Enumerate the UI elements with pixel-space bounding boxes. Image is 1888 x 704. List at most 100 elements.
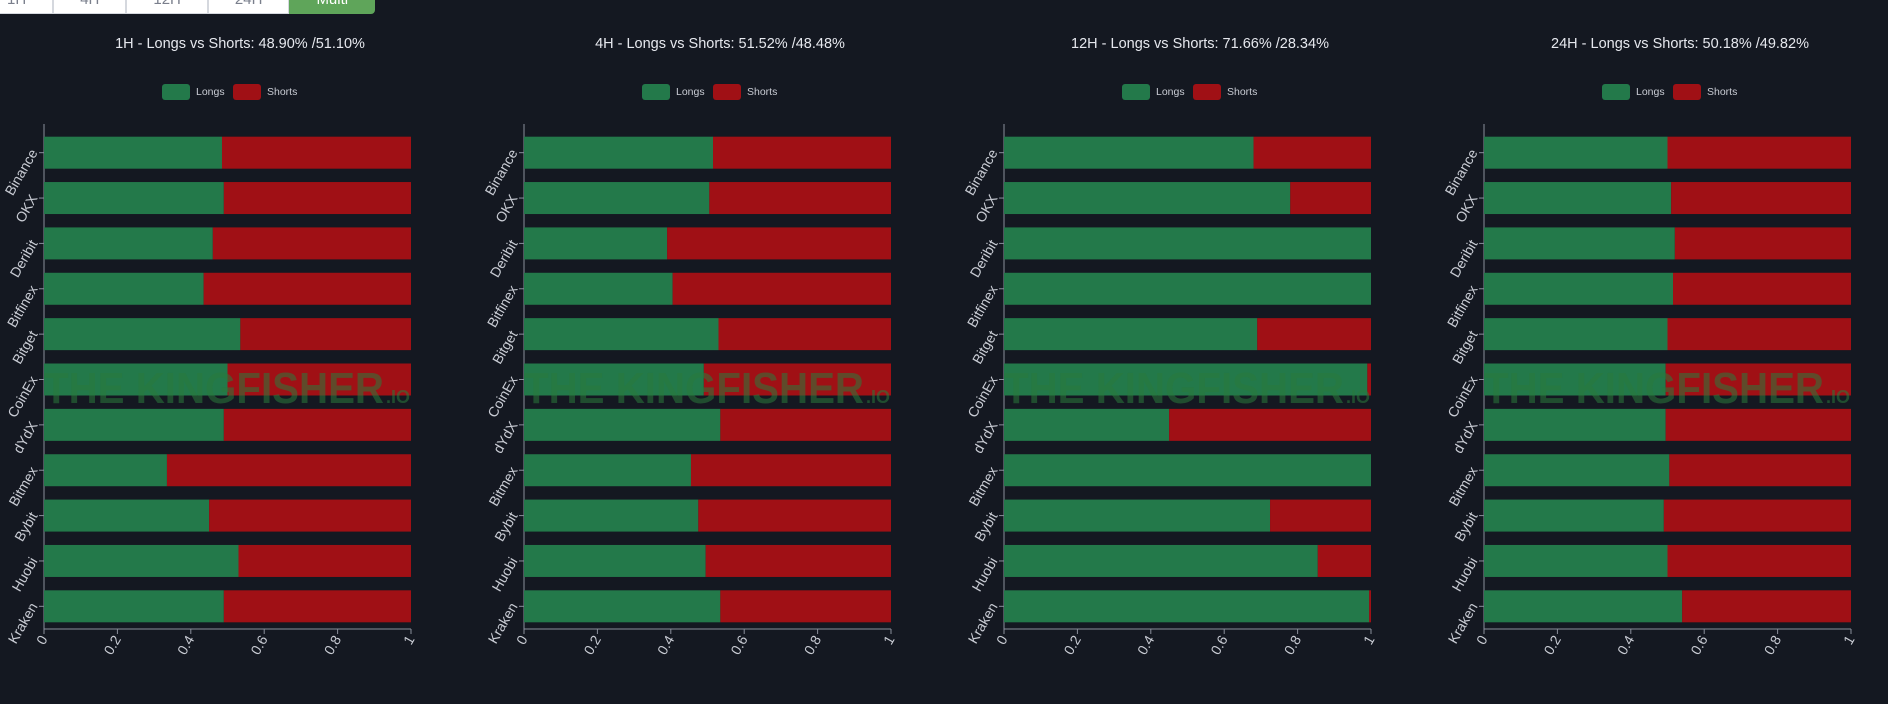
bar-shorts: [705, 544, 891, 577]
x-tick-label: 0.6: [1207, 632, 1231, 657]
legend-longs[interactable]: Longs: [1602, 84, 1665, 100]
bar-shorts: [1667, 544, 1851, 577]
bar-shorts: [223, 590, 411, 623]
bar-longs: [524, 227, 668, 260]
watermark-suffix: .IO: [386, 387, 410, 407]
chart-legend: Longs Shorts: [0, 84, 480, 100]
category-label: Bitfinex: [1444, 282, 1481, 330]
category-label: CoinEx: [484, 373, 520, 420]
legend-longs[interactable]: Longs: [162, 84, 225, 100]
bar-longs: [524, 408, 721, 441]
category-label: CoinEx: [1444, 373, 1480, 420]
bar-longs: [524, 499, 699, 532]
category-label: Bitfinex: [964, 282, 1001, 330]
category-label: dYdX: [490, 418, 521, 456]
category-label: Deribit: [487, 237, 521, 280]
bar-chart: BinanceOKXDeribitBitfinexBitgetCoinExdYd…: [961, 124, 1378, 657]
category-label: Deribit: [1447, 237, 1481, 280]
bar-shorts: [720, 590, 891, 623]
x-tick-label: 1: [880, 632, 898, 647]
tab-12h[interactable]: 12H: [126, 0, 208, 14]
bar-longs: [524, 454, 691, 487]
tab-multi[interactable]: Multi: [289, 0, 376, 14]
legend-longs[interactable]: Longs: [642, 84, 705, 100]
bar-shorts: [223, 182, 411, 215]
x-tick-label: 1: [1840, 632, 1858, 647]
bar-longs: [44, 499, 210, 532]
category-label: dYdX: [10, 418, 41, 456]
x-tick-label: 0.4: [1134, 632, 1158, 657]
category-label: CoinEx: [4, 373, 40, 420]
bar-longs: [524, 136, 714, 169]
bar-shorts: [240, 318, 411, 351]
bar-shorts: [223, 408, 411, 441]
bar-longs: [1004, 590, 1370, 623]
bar-longs: [524, 544, 706, 577]
x-tick-label: 0.6: [1687, 632, 1711, 657]
bar-longs: [44, 136, 222, 169]
bar-longs: [44, 454, 167, 487]
legend-longs[interactable]: Longs: [1122, 84, 1185, 100]
legend-shorts[interactable]: Shorts: [713, 84, 777, 100]
x-tick-label: 1: [1360, 632, 1378, 647]
bar-longs: [1004, 454, 1371, 487]
bar-shorts: [1673, 272, 1851, 305]
bar-longs: [44, 227, 213, 260]
legend-longs-label: Longs: [196, 86, 225, 98]
bar-shorts: [1253, 136, 1371, 169]
category-label: Binance: [1441, 146, 1480, 198]
x-tick-label: 0.6: [247, 632, 271, 657]
bar-shorts: [227, 363, 411, 396]
bar-shorts: [209, 499, 411, 532]
category-label: dYdX: [1450, 418, 1481, 456]
bar-shorts: [1669, 454, 1851, 487]
bar-longs: [1484, 272, 1674, 305]
x-tick-label: 0: [513, 632, 531, 647]
category-label: Bitget: [9, 328, 41, 367]
bar-longs: [44, 272, 204, 305]
category-label: Bybit: [11, 509, 40, 544]
bar-shorts: [1257, 318, 1371, 351]
category-label: Bitget: [1449, 328, 1481, 367]
bar-longs: [1004, 227, 1371, 260]
x-tick-label: 0.4: [1614, 632, 1638, 657]
x-tick-label: 0.4: [654, 632, 678, 657]
category-label: Bitmex: [5, 464, 40, 509]
bar-longs: [524, 590, 721, 623]
category-label: Binance: [961, 146, 1000, 198]
category-label: Bybit: [491, 509, 520, 544]
bar-shorts: [1665, 363, 1851, 396]
legend-shorts-label: Shorts: [267, 86, 298, 98]
tab-24h[interactable]: 24H: [207, 0, 290, 14]
legend-shorts-swatch: [233, 84, 261, 100]
chart-title: 1H - Longs vs Shorts: 48.90% /51.10%: [115, 36, 365, 52]
bar-longs: [1004, 408, 1170, 441]
category-label: Huobi: [1448, 554, 1480, 594]
bar-shorts: [713, 136, 891, 169]
legend-shorts-label: Shorts: [1707, 86, 1738, 98]
bar-shorts: [1665, 408, 1851, 441]
x-tick-label: 0.8: [801, 632, 825, 657]
x-tick-label: 0: [1473, 632, 1491, 647]
legend-longs-swatch: [642, 84, 670, 100]
watermark-text: THE KINGFISHER: [1484, 364, 1824, 413]
bar-chart: BinanceOKXDeribitBitfinexBitgetCoinExdYd…: [1441, 124, 1858, 657]
bar-longs: [44, 590, 224, 623]
legend-shorts[interactable]: Shorts: [1673, 84, 1737, 100]
bar-shorts: [709, 182, 891, 215]
bar-longs: [44, 182, 224, 215]
legend-shorts[interactable]: Shorts: [1193, 84, 1257, 100]
bar-longs: [1484, 590, 1683, 623]
legend-shorts-label: Shorts: [747, 86, 778, 98]
chart-title: 24H - Longs vs Shorts: 50.18% /49.82%: [1551, 36, 1809, 52]
legend-shorts[interactable]: Shorts: [233, 84, 297, 100]
x-tick-label: 0.8: [1281, 632, 1305, 657]
bar-shorts: [1290, 182, 1371, 215]
bar-shorts: [1317, 544, 1371, 577]
bar-longs: [1484, 318, 1668, 351]
tab-4h[interactable]: 4H: [53, 0, 127, 14]
bar-longs: [44, 544, 239, 577]
bar-longs: [1004, 182, 1291, 215]
category-label: Bitmex: [1445, 464, 1480, 509]
tab-1h[interactable]: 1H: [0, 0, 54, 14]
